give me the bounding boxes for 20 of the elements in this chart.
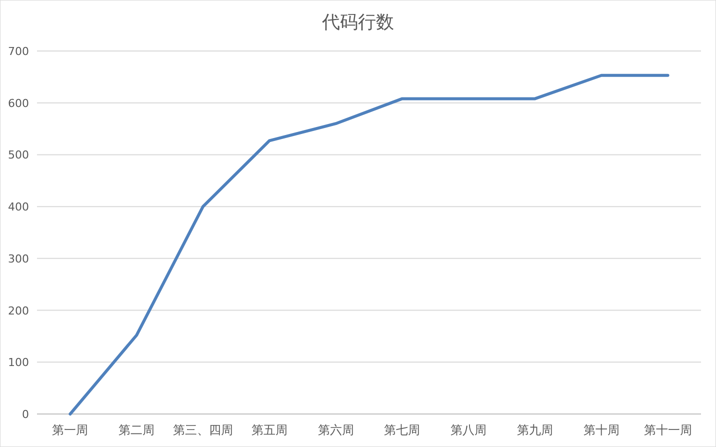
x-tick-label: 第五周: [251, 423, 288, 437]
x-tick-label: 第十周: [583, 423, 620, 437]
x-tick-label: 第七周: [384, 423, 420, 437]
x-tick-label: 第三、四周: [173, 423, 233, 437]
y-tick-label: 100: [8, 356, 29, 370]
y-tick-label: 500: [8, 148, 29, 162]
x-tick-label: 第二周: [118, 423, 155, 437]
x-tick-label: 第六周: [318, 423, 354, 437]
y-tick-label: 400: [8, 200, 29, 214]
x-tick-label: 第一周: [52, 423, 88, 437]
y-tick-label: 0: [22, 408, 29, 421]
y-tick-label: 200: [8, 304, 29, 318]
y-tick-label: 700: [8, 45, 29, 58]
x-tick-label: 第十一周: [644, 423, 692, 437]
x-tick-label: 第九周: [517, 423, 553, 437]
y-tick-label: 600: [8, 96, 29, 110]
chart-title: 代码行数: [321, 12, 394, 33]
y-tick-label: 300: [8, 252, 29, 266]
x-tick-label: 第八周: [450, 423, 487, 437]
line-series: [68, 74, 670, 416]
